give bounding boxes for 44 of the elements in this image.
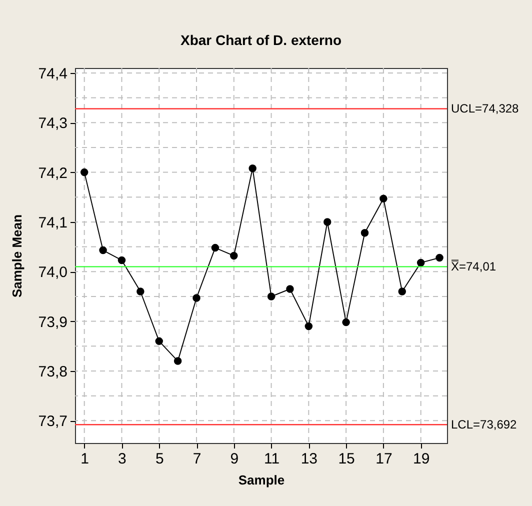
ref-line-label: LCL=73,692 (451, 418, 518, 432)
x-tick-label: 17 (376, 450, 392, 468)
point (304, 322, 313, 330)
ref-line-label: X̿=74,01 (450, 260, 496, 274)
point (360, 229, 369, 237)
y-tick-label: 74,1 (38, 214, 68, 232)
x-tick-label: 11 (264, 450, 280, 468)
point (230, 252, 238, 260)
point (342, 318, 350, 326)
point (286, 285, 294, 293)
x-tick-label: 9 (230, 450, 239, 468)
y-tick-label: 74,0 (38, 264, 68, 282)
x-tick-label: 1 (80, 450, 90, 468)
point (211, 244, 220, 252)
x-tick-label: 7 (192, 450, 202, 468)
y-tick-label: 73,8 (38, 363, 68, 380)
y-axis-title: Sample Mean (9, 214, 24, 298)
x-tick-label: 19 (412, 450, 430, 468)
x-tick-label: 15 (338, 450, 355, 468)
point (99, 246, 107, 254)
y-tick-label: 74,4 (38, 65, 68, 82)
point (80, 168, 88, 176)
point (323, 218, 332, 226)
point (436, 254, 444, 262)
y-tick-label: 73,7 (38, 413, 68, 430)
point (155, 337, 163, 346)
y-tick-label: 74,3 (38, 115, 68, 132)
point (380, 194, 388, 202)
chart-title: Xbar Chart of D. externo (180, 32, 342, 48)
point (398, 288, 406, 296)
point (192, 294, 200, 302)
y-tick-label: 73,9 (38, 314, 68, 331)
point (267, 292, 276, 300)
x-tick-label: 13 (300, 450, 318, 468)
point (174, 357, 182, 365)
point (248, 164, 256, 172)
ref-line-label: UCL=74,328 (451, 102, 520, 116)
point (136, 288, 144, 296)
point (416, 258, 425, 267)
point (118, 256, 126, 264)
x-tick-label: 5 (155, 450, 164, 468)
x-axis-title: Sample (238, 472, 285, 488)
y-tick-label: 74,2 (38, 164, 68, 182)
x-tick-label: 3 (118, 450, 126, 468)
